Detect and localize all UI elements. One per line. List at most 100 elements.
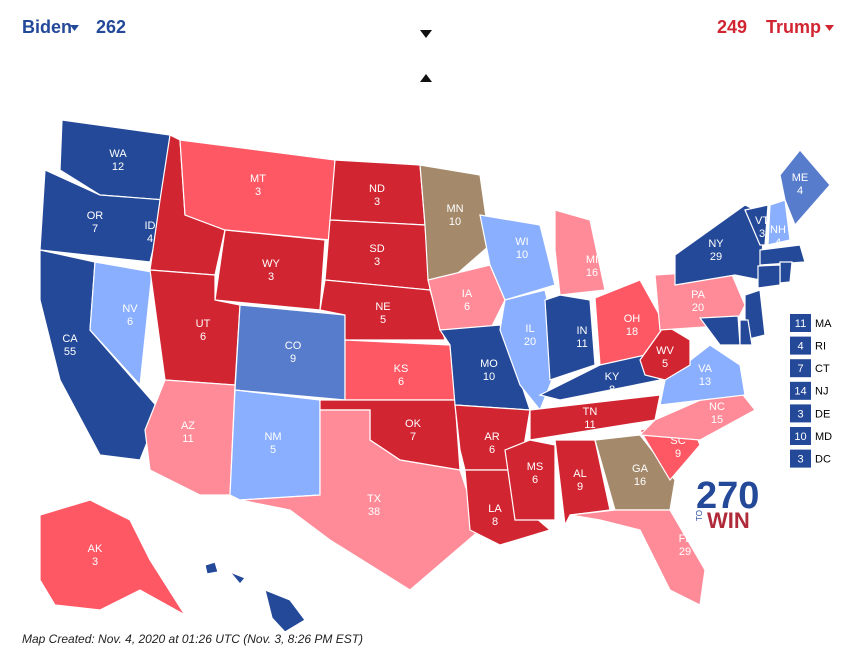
state-abbr: MS (527, 461, 544, 473)
state-abbr: IL (525, 323, 534, 335)
state-abbr: NM (264, 431, 281, 443)
state-votes: 18 (626, 326, 638, 338)
state-abbr: LA (488, 503, 502, 515)
state-votes: 12 (112, 161, 124, 173)
state-shape (479, 214, 556, 301)
state-shape (767, 199, 791, 246)
state-abbr: MO (480, 358, 498, 370)
state-votes: 9 (577, 481, 583, 493)
state-shape (757, 264, 781, 289)
state-votes: 6 (464, 301, 470, 313)
callout-votes: 7 (797, 363, 803, 375)
state-shape (779, 261, 793, 284)
left-name[interactable]: Biden (22, 17, 72, 37)
callout-votes: 3 (797, 408, 803, 420)
callout-box (790, 427, 811, 445)
callout-box (790, 381, 811, 400)
left-total: 262 (96, 17, 126, 37)
state-abbr: NC (709, 401, 725, 413)
state-shape (427, 264, 506, 331)
callout-abbr: CT (815, 363, 830, 375)
state-abbr: WA (109, 148, 127, 160)
state-abbr: KY (605, 371, 620, 383)
state-votes: 6 (200, 331, 206, 343)
state-shape (89, 261, 153, 387)
logo-number: 270 (696, 475, 759, 517)
footer-note: Map Created: Nov. 4, 2020 at 01:26 UTC (… (22, 632, 363, 646)
state-votes: 5 (270, 444, 276, 456)
right-name[interactable]: Trump (766, 17, 821, 37)
state-shape (504, 439, 556, 521)
state-abbr: IN (577, 325, 588, 337)
state-votes: 11 (576, 338, 587, 350)
state-votes: 6 (489, 444, 495, 456)
state-votes: 11 (584, 419, 595, 431)
state-votes: 3 (92, 556, 98, 568)
state-abbr: WI (515, 236, 528, 248)
state-abbr: ME (792, 172, 809, 184)
callout-box (790, 449, 811, 468)
state-votes: 3 (268, 271, 274, 283)
state-abbr: NE (375, 301, 390, 313)
state-votes: 13 (699, 376, 711, 388)
state-abbr: AR (484, 431, 499, 443)
callout-abbr: DC (815, 454, 831, 466)
state-votes: 3 (759, 228, 765, 240)
state-abbr: HI (257, 598, 268, 610)
state-votes: 4 (797, 185, 803, 197)
state-shape (779, 149, 831, 227)
state-votes: 55 (64, 346, 76, 358)
midpoint-marker (420, 30, 432, 82)
state-abbr: NY (708, 238, 724, 250)
state-votes: 20 (692, 302, 704, 314)
state-votes: 3 (255, 186, 261, 198)
state-votes: 29 (679, 546, 691, 558)
state-shape (39, 499, 186, 616)
state-shape (204, 561, 306, 633)
state-abbr: MT (250, 173, 266, 185)
state-abbr: TN (583, 406, 598, 418)
callout-abbr: MA (815, 318, 832, 330)
state-votes: 11 (182, 433, 193, 445)
state-shape (544, 294, 596, 381)
state-abbr: KS (394, 363, 409, 375)
state-votes: 16 (634, 476, 646, 488)
state-votes: 7 (410, 431, 416, 443)
dropdown-arrow[interactable] (825, 25, 834, 31)
state-votes: 4 (259, 611, 265, 623)
state-shape (569, 509, 706, 606)
callout-votes: 14 (794, 386, 806, 398)
state-votes: 4 (147, 233, 153, 245)
state-abbr: CO (285, 340, 302, 352)
state-votes: 9 (675, 448, 681, 460)
logo-word: WIN (707, 508, 750, 533)
state-votes: 4 (775, 237, 781, 249)
callout-box (790, 404, 811, 423)
state-votes: 6 (532, 474, 538, 486)
state-abbr: ID (145, 220, 156, 232)
state-abbr: FL (679, 533, 692, 545)
state-votes: 16 (586, 267, 598, 279)
state-votes: 20 (524, 336, 536, 348)
state-abbr: AK (88, 543, 103, 555)
state-abbr: NV (122, 303, 138, 315)
right-total: 249 (717, 17, 747, 37)
state-abbr: VA (698, 363, 713, 375)
callout-box (790, 336, 811, 355)
state-abbr: AZ (181, 420, 195, 432)
state-abbr: NH (770, 224, 786, 236)
state-abbr: AL (573, 468, 586, 480)
callout-votes: 11 (795, 318, 806, 330)
state-abbr: CA (62, 333, 78, 345)
state-shape (554, 209, 606, 296)
state-abbr: MI (586, 254, 598, 266)
state-shape (744, 204, 769, 246)
callout-votes: 10 (794, 431, 806, 443)
state-votes: 10 (483, 371, 495, 383)
state-abbr: IA (462, 288, 473, 300)
state-votes: 8 (609, 384, 615, 396)
dropdown-arrow[interactable] (70, 25, 79, 31)
state-abbr: ND (369, 183, 385, 195)
callout-abbr: MD (815, 431, 832, 443)
callout-box (790, 314, 811, 332)
